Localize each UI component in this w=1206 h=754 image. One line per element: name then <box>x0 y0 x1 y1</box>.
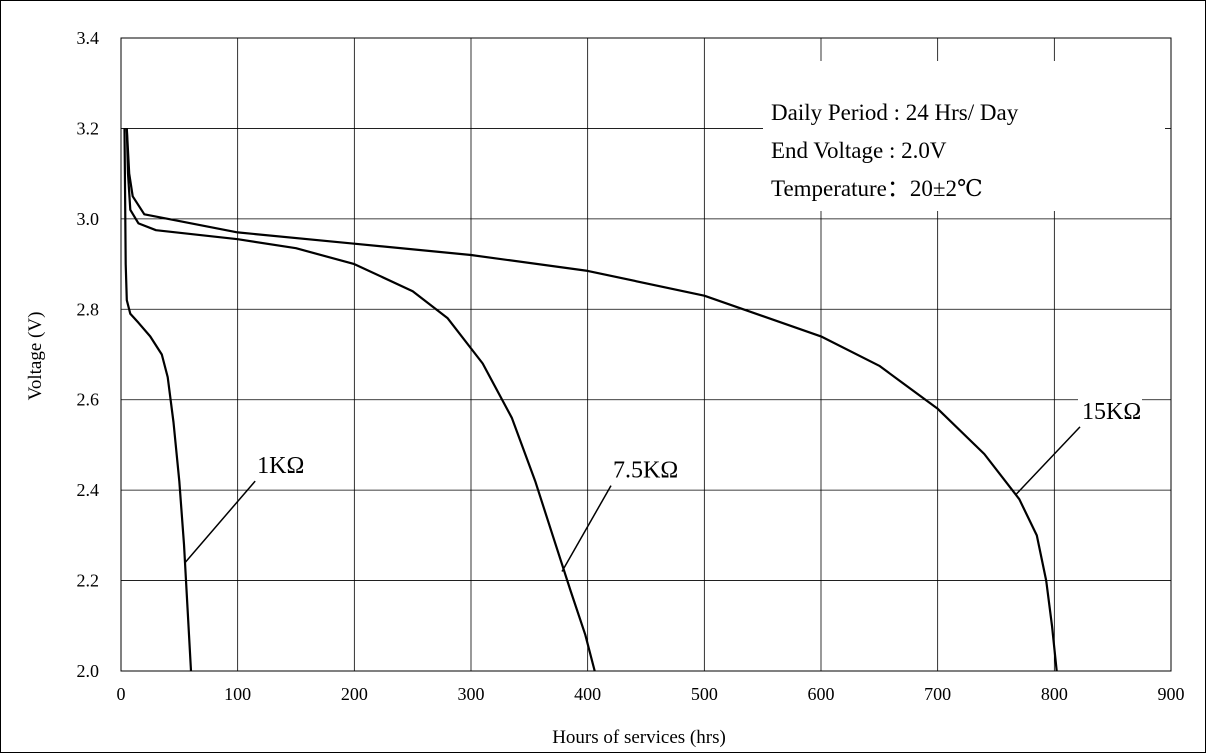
series-0: 1KΩ <box>123 128 305 672</box>
y-tick-label: 3.4 <box>77 28 100 48</box>
info-box: Daily Period : 24 Hrs/ Day End Voltage :… <box>763 61 1165 211</box>
series-line <box>125 128 596 672</box>
x-tick-label: 600 <box>808 684 835 704</box>
series-leader-line <box>184 480 256 563</box>
y-tick-label: 3.2 <box>77 118 100 138</box>
series-2: 15KΩ <box>125 128 1142 672</box>
x-tick-label: 700 <box>924 684 951 704</box>
y-tick-labels: 2.0 2.2 2.4 2.6 2.8 3.0 3.2 3.4 <box>77 28 100 681</box>
series-leader-line <box>561 485 612 572</box>
annotation-temperature: Temperature：20±2℃ <box>771 176 983 201</box>
series-label: 1KΩ <box>257 453 304 479</box>
y-tick-label: 2.8 <box>77 299 100 319</box>
y-tick-label: 2.2 <box>77 571 100 591</box>
series-label-background <box>609 451 686 484</box>
x-tick-label: 0 <box>117 684 126 704</box>
y-tick-label: 2.6 <box>77 390 100 410</box>
series-label: 7.5KΩ <box>613 458 678 484</box>
y-tick-label: 2.4 <box>77 480 100 500</box>
series-layer: 1KΩ 7.5KΩ 15KΩ <box>123 128 1142 672</box>
series-line <box>123 128 193 672</box>
y-tick-label: 3.0 <box>77 209 100 229</box>
series-1: 7.5KΩ <box>125 128 686 672</box>
y-tick-label: 2.0 <box>77 661 100 681</box>
x-tick-label: 300 <box>458 684 485 704</box>
x-tick-label: 500 <box>691 684 718 704</box>
x-tick-label: 900 <box>1158 684 1185 704</box>
annotation-end-voltage: End Voltage : 2.0V <box>771 138 947 163</box>
series-line <box>125 128 1058 672</box>
x-tick-label: 400 <box>574 684 601 704</box>
x-tick-label: 200 <box>341 684 368 704</box>
annotation-daily-period: Daily Period : 24 Hrs/ Day <box>771 100 1019 125</box>
series-label: 15KΩ <box>1082 399 1141 425</box>
series-leader-line <box>1015 426 1081 496</box>
series-label-background <box>1078 392 1142 425</box>
x-tick-labels: 0 100 200 300 400 500 600 700 800 900 <box>117 684 1185 704</box>
y-axis-label: Voltage (V) <box>25 312 46 401</box>
info-background <box>763 61 1165 211</box>
plot-border <box>120 37 1172 672</box>
series-label-background <box>253 447 305 480</box>
x-tick-label: 800 <box>1041 684 1068 704</box>
x-tick-label: 100 <box>224 684 251 704</box>
x-axis-label: Hours of services (hrs) <box>552 727 726 748</box>
